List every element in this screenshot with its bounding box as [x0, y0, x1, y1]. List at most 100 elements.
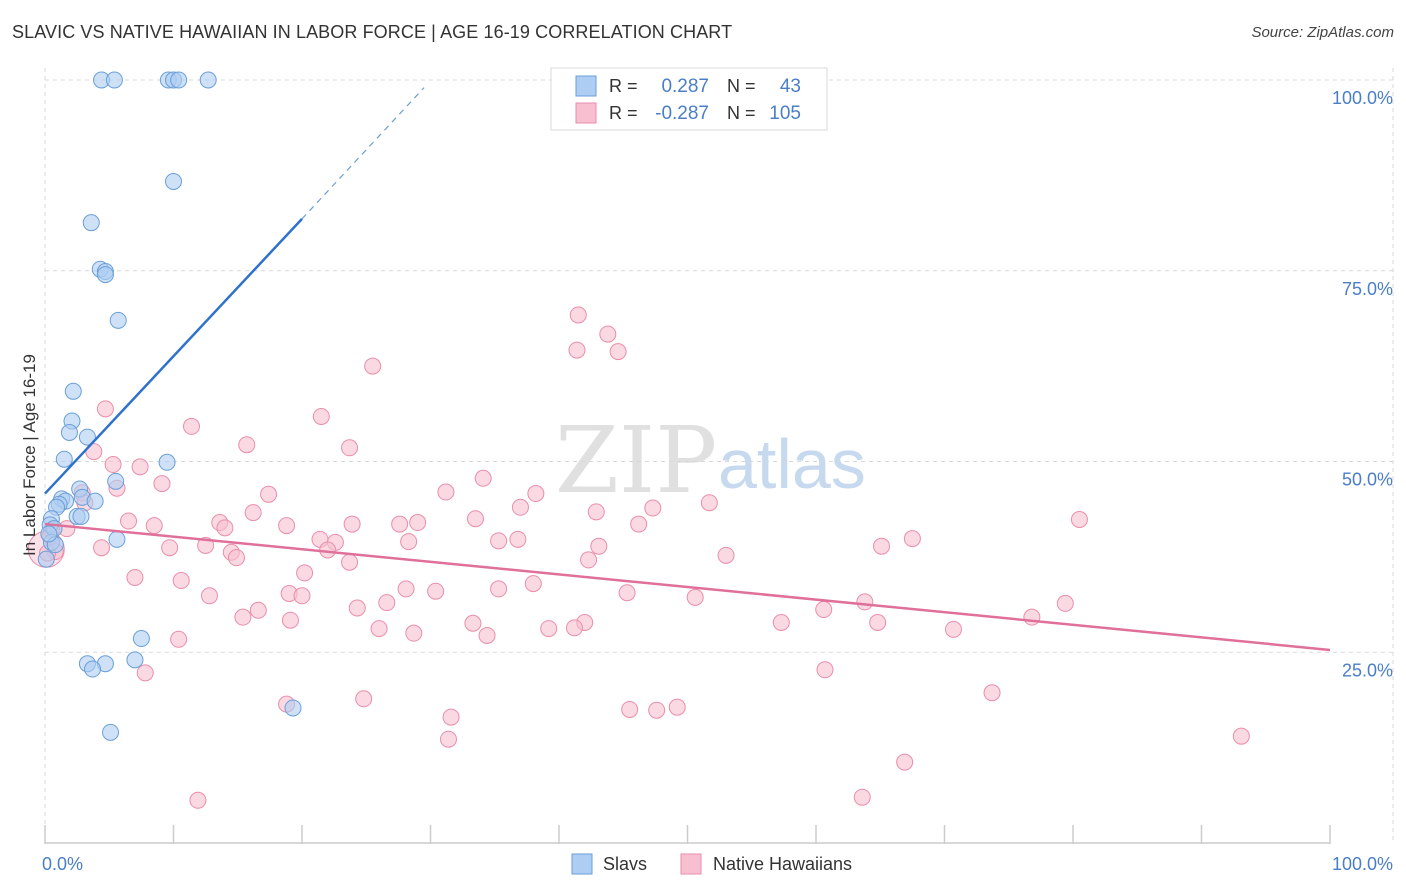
native-hawaiians-points: [27, 306, 1250, 809]
axis-layer: [44, 825, 1331, 844]
native-hawaiians-point: [590, 537, 608, 555]
slavs-point: [84, 660, 102, 678]
native-hawaiians-point: [1056, 594, 1074, 612]
native-hawaiians-point: [490, 580, 508, 598]
slavs-points: [37, 71, 302, 741]
legend-swatch-native-hawaiians: [680, 853, 702, 875]
grid-layer: [44, 68, 1394, 843]
native-hawaiians-point: [983, 684, 1001, 702]
native-hawaiians-point: [565, 619, 583, 637]
native-hawaiians-point: [490, 532, 508, 550]
native-hawaiians-point: [648, 701, 666, 719]
native-hawaiians-point: [145, 517, 163, 535]
native-hawaiians-point: [281, 611, 299, 629]
native-hawaiians-point: [599, 325, 617, 343]
native-hawaiians-point: [378, 594, 396, 612]
slavs-trend-line-extrapolated: [301, 87, 425, 220]
native-hawaiians-point: [244, 504, 262, 522]
x-tick-label-min: 0.0%: [42, 854, 83, 874]
native-hawaiians-point: [260, 485, 278, 503]
native-hawaiians-point: [341, 439, 359, 457]
native-hawaiians-point: [120, 512, 138, 530]
slavs-point: [37, 550, 55, 568]
native-hawaiians-point: [312, 407, 330, 425]
native-hawaiians-point: [200, 587, 218, 605]
native-hawaiians-point: [355, 690, 373, 708]
slavs-point: [170, 71, 188, 89]
stats-legend-swatch-slavs: [575, 75, 597, 97]
legend-label-slavs: Slavs: [603, 854, 647, 874]
series-legend: Slavs Native Hawaiians: [571, 853, 852, 875]
native-hawaiians-point: [464, 614, 482, 632]
native-hawaiians-point: [816, 661, 834, 679]
native-hawaiians-point: [249, 601, 267, 619]
legend-label-native-hawaiians: Native Hawaiians: [713, 854, 852, 874]
stats-legend-box: [550, 67, 828, 131]
slavs-point: [165, 172, 182, 190]
native-hawaiians-point: [136, 664, 154, 682]
slavs-point: [284, 699, 302, 717]
slavs-point: [60, 424, 78, 442]
slavs-point: [107, 472, 125, 490]
native-hawaiians-point: [439, 730, 457, 748]
native-hawaiians-point: [409, 514, 427, 532]
slavs-point: [86, 492, 104, 510]
native-hawaiians-point: [216, 519, 234, 537]
native-hawaiians-point: [296, 564, 314, 582]
y-tick-label: 25.0%: [1342, 660, 1393, 680]
native-hawaiians-point: [644, 499, 662, 517]
native-hawaiians-point: [511, 498, 529, 516]
stats-r-value-slavs: 0.287: [661, 76, 709, 97]
native-hawaiians-point: [341, 553, 359, 571]
x-tick-label-max: 100.0%: [1332, 854, 1393, 874]
native-hawaiians-point: [717, 546, 735, 564]
native-hawaiians-point: [524, 575, 542, 593]
native-hawaiians-point: [442, 708, 460, 726]
chart-title: SLAVIC VS NATIVE HAWAIIAN IN LABOR FORCE…: [12, 22, 733, 42]
native-hawaiians-point: [1070, 510, 1088, 528]
native-hawaiians-point: [815, 601, 833, 619]
stats-r-label-native-hawaiians: R =: [609, 103, 638, 123]
slavs-point: [105, 71, 123, 89]
slavs-point: [158, 453, 176, 471]
native-hawaiians-point: [293, 587, 311, 605]
stats-n-value-native-hawaiians: 105: [769, 103, 801, 124]
native-hawaiians-point: [873, 537, 891, 555]
stats-legend-swatch-native-hawaiians: [575, 102, 597, 124]
slavs-point: [82, 214, 100, 232]
y-axis-label: In Labor Force | Age 16-19: [20, 354, 39, 556]
slavs-point: [199, 71, 217, 89]
native-hawaiians-point: [853, 788, 871, 806]
stats-r-value-native-hawaiians: -0.287: [655, 103, 709, 124]
native-hawaiians-point: [234, 608, 252, 626]
slavs-point: [78, 428, 96, 446]
native-hawaiians-point: [104, 456, 122, 474]
native-hawaiians-point: [509, 530, 527, 548]
native-hawaiians-point: [568, 341, 586, 359]
y-tick-label: 50.0%: [1342, 470, 1393, 490]
native-hawaiians-point: [896, 753, 914, 771]
watermark-zip: ZIP: [555, 407, 717, 514]
native-hawaiians-point: [391, 515, 409, 533]
native-hawaiians-point: [1023, 608, 1041, 626]
slavs-point: [40, 525, 58, 543]
slavs-point: [64, 382, 82, 400]
native-hawaiians-point: [772, 613, 790, 631]
native-hawaiians-point: [227, 549, 245, 567]
native-hawaiians-point: [437, 483, 455, 501]
native-hawaiians-point: [400, 533, 418, 551]
native-hawaiians-point: [466, 510, 484, 528]
native-hawaiians-point: [944, 620, 962, 638]
native-hawaiians-point: [172, 572, 190, 590]
native-hawaiians-trend-line: [44, 522, 1331, 652]
native-hawaiians-point: [170, 630, 188, 648]
legend-swatch-slavs: [571, 853, 593, 875]
native-hawaiians-point: [93, 539, 111, 557]
native-hawaiians-point: [700, 494, 718, 512]
slavs-point: [72, 507, 90, 525]
native-hawaiians-point: [540, 620, 558, 638]
y-tick-labels: 25.0% 50.0% 75.0% 100.0%: [1332, 88, 1393, 680]
chart-source: Source: ZipAtlas.com: [1251, 24, 1394, 41]
native-hawaiians-point: [153, 475, 171, 493]
